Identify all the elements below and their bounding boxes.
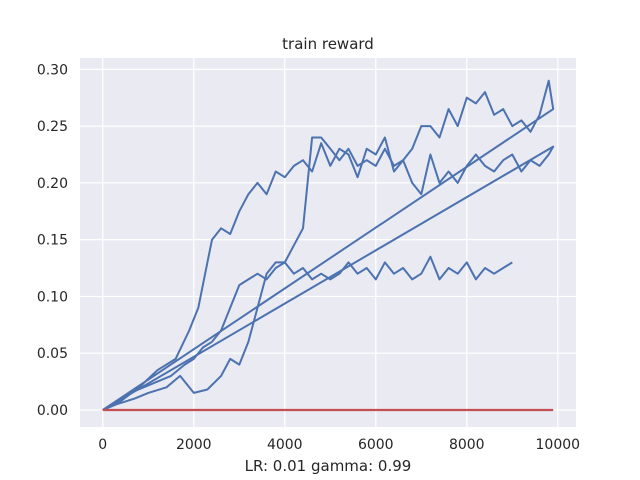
y-tick-labels: 0.00 0.05 0.10 0.15 0.20 0.25 0.30 [37,62,68,419]
series-line-1 [102,79,555,411]
y-tick-label: 0.30 [37,62,68,78]
x-tick-labels: 0 2000 4000 6000 8000 10000 [98,437,580,453]
x-tick-label: 0 [98,437,107,453]
x-tick-label: 10000 [536,437,581,453]
series-layer [102,79,555,412]
x-tick-label: 8000 [449,437,485,453]
y-tick-label: 0.05 [37,346,68,362]
y-tick-label: 0.00 [37,403,68,419]
plot-background [80,58,576,427]
y-tick-label: 0.20 [37,176,68,192]
series-line-3 [102,255,513,411]
y-tick-label: 0.15 [37,233,68,249]
y-tick-label: 0.10 [37,289,68,305]
y-tick-label: 0.25 [37,119,68,135]
grid [80,58,576,427]
x-tick-label: 4000 [267,437,303,453]
x-tick-label: 6000 [358,437,394,453]
x-axis-label: LR: 0.01 gamma: 0.99 [245,457,412,475]
series-line-2 [102,136,555,411]
x-tick-label: 2000 [176,437,212,453]
chart-title: train reward [282,35,374,53]
